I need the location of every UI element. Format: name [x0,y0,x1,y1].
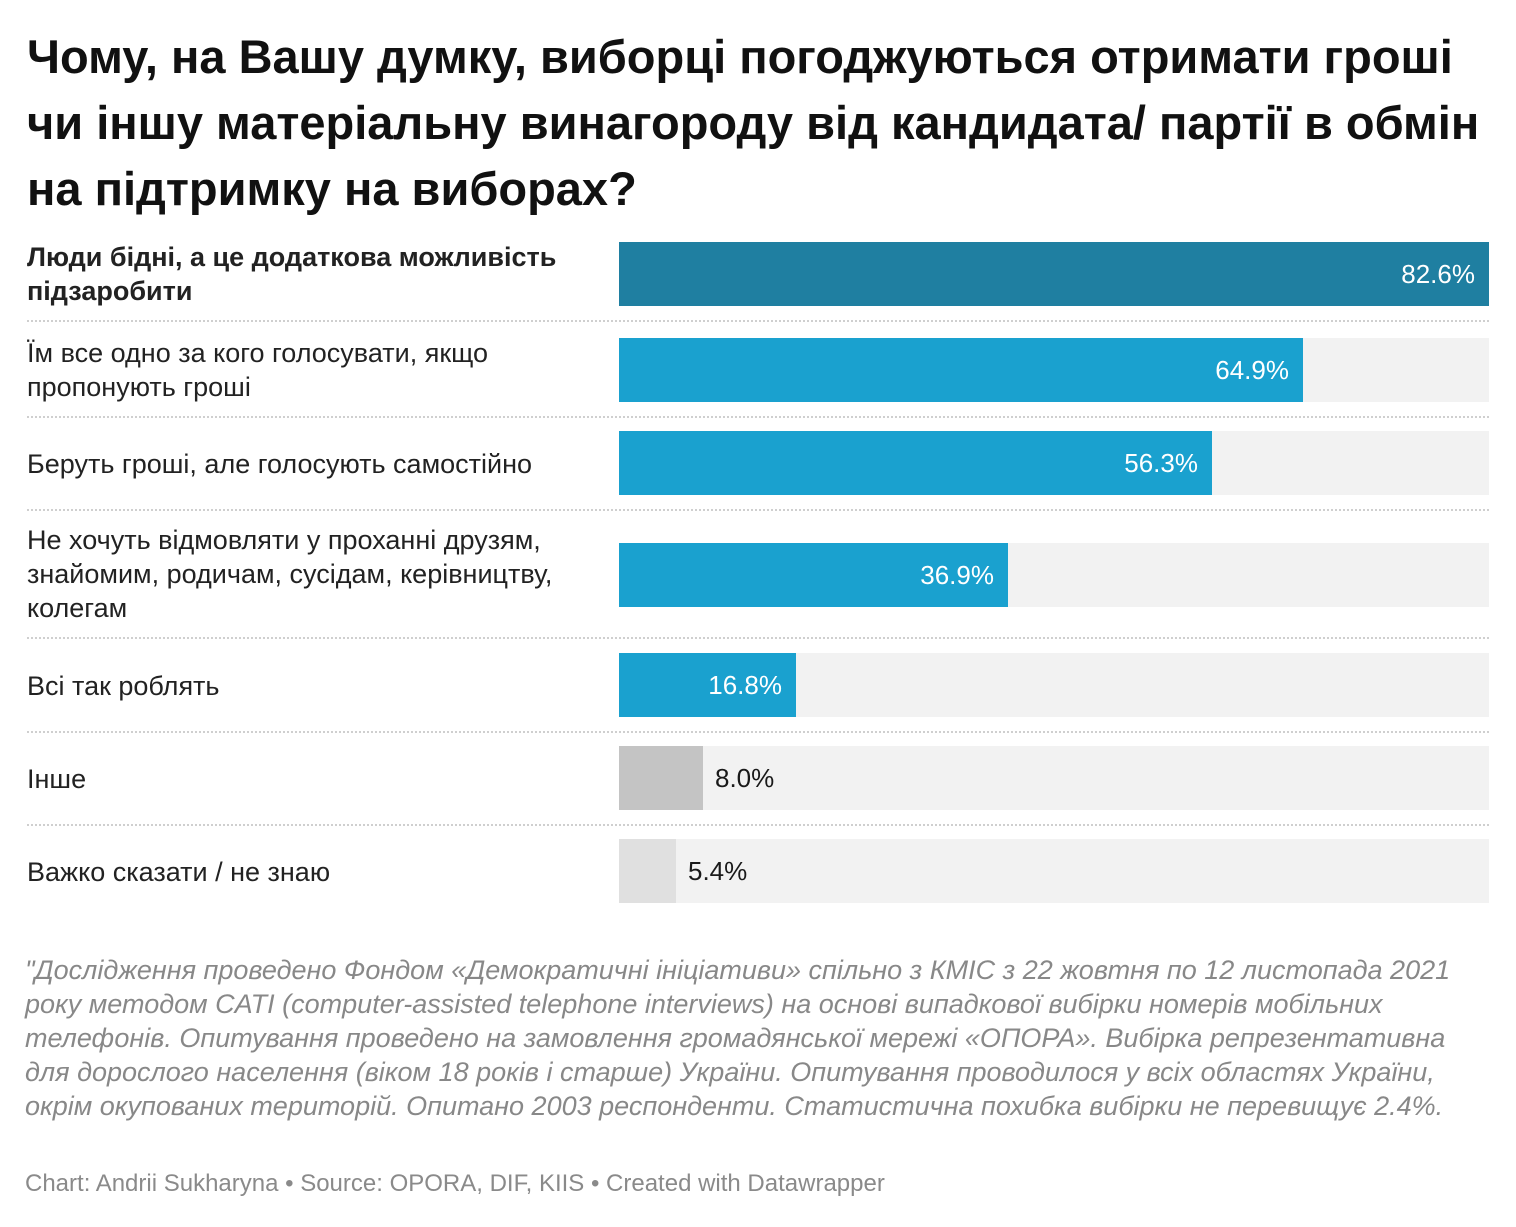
bar [619,543,1008,607]
chart-footer: Chart: Andrii Sukharyna • Source: OPORA,… [25,1170,885,1197]
row-separator [27,320,1489,322]
bar [619,839,676,903]
value-label: 5.4% [688,856,748,886]
row-separator [27,416,1489,418]
value-label: 8.0% [715,763,775,793]
value-label: 64.9% [1215,355,1289,385]
bar-track: 82.6% [619,242,1489,306]
category-label: Люди бідні, а це додаткова можливість пі… [27,242,557,306]
row-separator [27,509,1489,511]
bar-track: 36.9% [619,543,1489,607]
value-label: 82.6% [1401,259,1475,289]
bar-track: 8.0% [619,746,1489,810]
category-label: Всі так роблять [27,671,220,701]
bar [619,431,1212,495]
category-label: Важко сказати / не знаю [27,857,331,887]
value-label: 16.8% [708,670,782,700]
row-separator [27,637,1489,639]
category-label: Не хочуть відмовляти у проханні друзям, … [27,525,553,623]
category-label: Їм все одно за кого голосувати, якщо про… [27,338,489,402]
category-label: Беруть гроші, але голосують самостійно [27,449,533,479]
bar [619,242,1489,306]
value-label: 36.9% [920,560,994,590]
bar [619,338,1303,402]
row-separator [27,731,1489,733]
category-label: Інше [27,764,87,794]
bar-track: 64.9% [619,338,1489,402]
value-label: 56.3% [1124,448,1198,478]
row-separator [27,824,1489,826]
chart-title: Чому, на Вашу думку, виборці погоджуютьс… [27,30,1480,215]
bar-track: 5.4% [619,839,1489,903]
bar-track: 56.3% [619,431,1489,495]
bar [619,746,703,810]
bar [619,653,796,717]
chart-notes: "Дослідження проведено Фондом «Демократи… [25,955,1451,1121]
bar-track: 16.8% [619,653,1489,717]
